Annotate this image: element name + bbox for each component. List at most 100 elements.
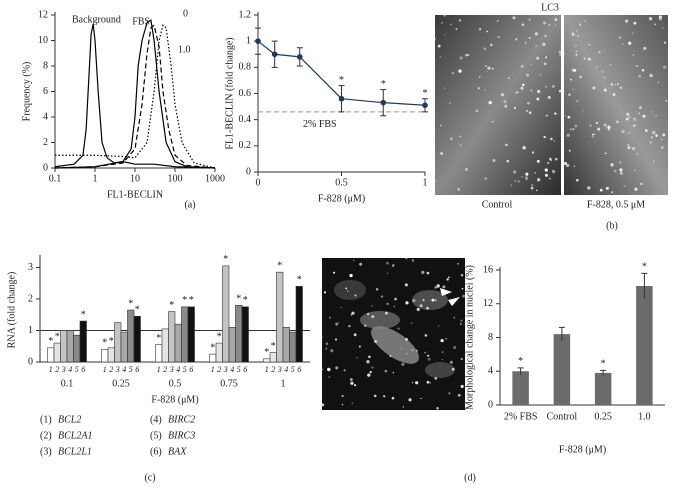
y-tick-label: 2 — [28, 293, 33, 304]
speckle — [455, 28, 458, 30]
speckle — [404, 283, 408, 287]
speckle — [605, 186, 609, 190]
speckle — [545, 114, 548, 117]
y-tick-label: 0.2 — [239, 140, 252, 151]
speckle — [576, 30, 578, 32]
speckle — [373, 394, 377, 398]
speckle — [405, 301, 409, 305]
speckle — [386, 272, 389, 274]
speckle — [345, 287, 348, 290]
speckle — [349, 378, 353, 382]
bar-label: 4 — [68, 365, 72, 374]
series-line — [54, 24, 216, 169]
speckle — [334, 338, 338, 341]
speckle — [616, 82, 619, 86]
speckle — [408, 398, 412, 402]
y-tick-label: 0.8 — [239, 62, 252, 73]
speckle — [517, 91, 519, 93]
speckle — [537, 89, 541, 94]
x-tick-label: 0.1 — [49, 173, 62, 184]
speckle — [574, 124, 578, 128]
speckle — [411, 381, 414, 384]
bar-label: 5 — [291, 365, 295, 374]
y-axis-label: RNA (fold change) — [6, 272, 17, 349]
speckle — [658, 17, 662, 21]
x-tick-label: 0.5 — [335, 177, 348, 188]
speckle — [563, 161, 568, 166]
speckle — [607, 128, 611, 131]
speckle — [384, 311, 388, 315]
speckle — [531, 151, 535, 154]
speckle — [350, 313, 353, 316]
speckle — [575, 53, 578, 56]
speckle — [605, 127, 607, 129]
speckle — [457, 188, 460, 191]
speckle — [554, 18, 558, 21]
micrograph-control — [435, 15, 561, 195]
speckle — [504, 104, 508, 108]
speckle — [394, 297, 397, 301]
speckle — [458, 19, 462, 22]
speckle — [572, 88, 574, 90]
bar-label: 1 — [211, 365, 215, 374]
legend-number: (6) — [150, 446, 162, 457]
speckle — [444, 87, 446, 89]
panel-label: (a) — [184, 199, 195, 210]
speckle — [638, 112, 641, 115]
y-axis-label: FL1-BECLIN (fold change) — [224, 37, 235, 149]
bar-label: 6 — [297, 365, 301, 374]
speckle — [485, 65, 488, 68]
speckle — [515, 91, 518, 94]
speckle — [657, 81, 660, 84]
speckle — [492, 159, 496, 162]
speckle — [596, 66, 598, 68]
speckle — [595, 121, 599, 125]
speckle — [589, 124, 592, 127]
y-tick-label: 10 — [38, 35, 48, 46]
speckle — [366, 312, 370, 316]
bar-label: 4 — [122, 365, 126, 374]
speckle — [593, 133, 595, 135]
bar — [127, 309, 135, 363]
bar — [295, 286, 303, 363]
speckle — [321, 403, 325, 407]
speckle — [426, 271, 430, 275]
bar — [636, 286, 653, 405]
speckle — [486, 30, 488, 33]
speckle — [437, 325, 440, 327]
legend-number: (1) — [40, 414, 52, 425]
speckle — [650, 136, 654, 139]
bar — [228, 327, 236, 363]
speckle — [392, 264, 395, 267]
speckle — [405, 338, 408, 341]
x-tick-label: 1.0 — [638, 411, 651, 422]
speckle — [621, 130, 625, 134]
speckle — [628, 132, 630, 134]
y-tick-label: 2 — [43, 137, 48, 148]
bar-label: 2 — [271, 365, 275, 374]
speckle — [548, 23, 551, 26]
legend-entry: BIRC3 — [168, 430, 195, 441]
y-tick-label: 4 — [43, 111, 48, 122]
speckle — [507, 77, 510, 80]
speckle — [522, 145, 525, 149]
speckle — [641, 68, 645, 72]
series-line — [54, 23, 216, 169]
bar — [60, 330, 68, 363]
speckle — [335, 322, 339, 326]
bar — [241, 306, 249, 363]
speckle — [439, 55, 442, 58]
bar — [276, 271, 284, 363]
significance: * — [243, 295, 248, 306]
speckle — [442, 285, 446, 289]
speckle — [393, 305, 396, 308]
speckle — [431, 298, 435, 302]
speckle — [599, 188, 603, 192]
speckle — [663, 41, 667, 44]
speckle — [363, 324, 367, 328]
bar-label: 2 — [217, 365, 221, 374]
bar-label: 5 — [237, 365, 241, 374]
speckle — [584, 20, 586, 22]
image-caption: Control — [482, 199, 513, 210]
speckle — [592, 86, 596, 90]
